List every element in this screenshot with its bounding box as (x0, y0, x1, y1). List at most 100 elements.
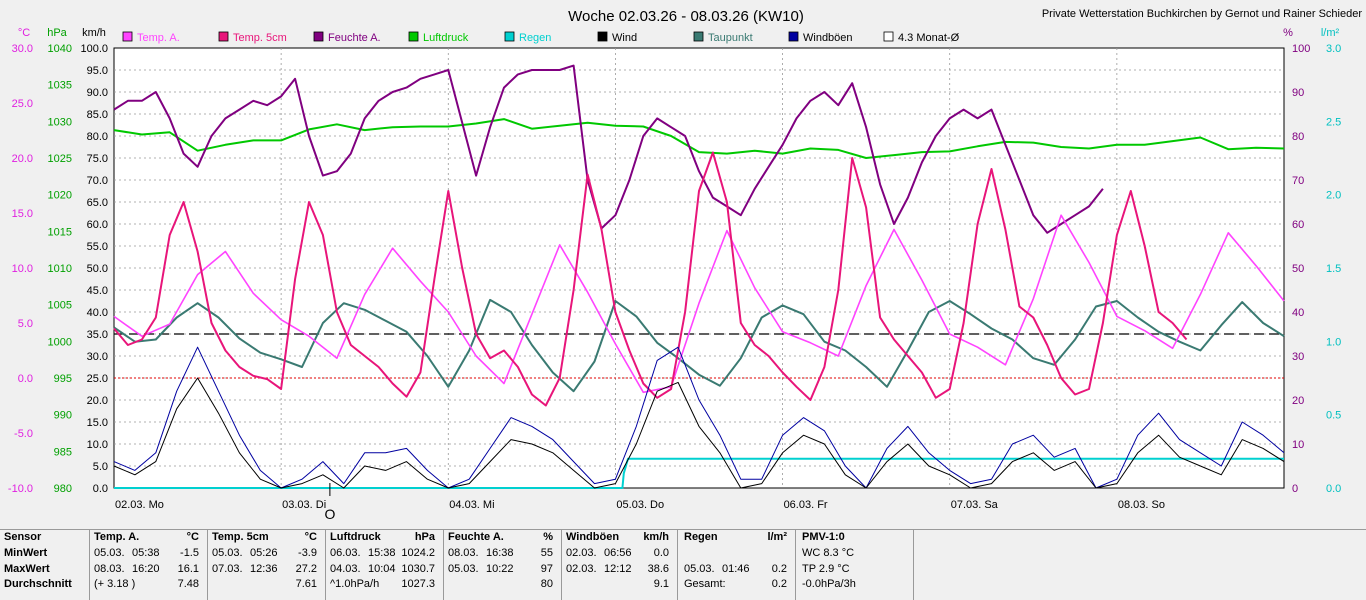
max-time: 01:46 (722, 562, 750, 575)
min-value: -1.5 (180, 547, 199, 559)
avg-value: 9.1 (653, 578, 669, 590)
tick-label-wind: 30.0 (87, 351, 108, 363)
axis-unit-pressure: hPa (47, 27, 67, 39)
tick-label-wind: 100.0 (80, 43, 108, 55)
x-tick-label: 06.03. Fr (784, 499, 828, 511)
axis-unit-humidity: % (1283, 27, 1293, 39)
avg-note: (+ 3.18 ) (94, 578, 136, 590)
tick-label-wind: 40.0 (87, 307, 108, 319)
min-date: 02.03. (566, 547, 597, 559)
legend-swatch (218, 31, 229, 42)
row-label-avg: Durchschnitt (4, 578, 72, 590)
series-line-windboeen (113, 346, 1285, 489)
tick-label-temp: -5.0 (14, 428, 33, 440)
tick-label-rain: 0.5 (1326, 410, 1341, 422)
min-value: -3.9 (298, 547, 317, 559)
tick-label-humidity: 90 (1292, 87, 1304, 99)
tick-label-wind: 80.0 (87, 131, 108, 143)
max-date: 07.03. (212, 562, 243, 575)
legend-label: Feuchte A. (328, 32, 381, 44)
tick-label-temp: 30.0 (12, 43, 33, 55)
table-group-windboeen: Windböen km/h 02.03. 06:56 0.0 02.03. 12:12 3… (562, 530, 678, 600)
tick-label-humidity: 60 (1292, 219, 1304, 231)
table-divider (0, 529, 1366, 530)
max-value: 16.1 (177, 562, 199, 575)
legend-label: Luftdruck (423, 32, 469, 44)
table-group-luftdruck: Luftdruck hPa 06.03. 15:38 1024.2 04.03. 10:… (326, 530, 444, 600)
avg-value: 80 (540, 578, 553, 590)
axis-unit-wind: km/h (82, 27, 106, 39)
group-title: Temp. 5cm (212, 531, 269, 543)
series-line-regen (114, 457, 1284, 489)
min-date: 05.03. (94, 547, 125, 559)
max-time: 12:36 (250, 562, 278, 575)
legend-swatch (597, 31, 608, 42)
max-value: 27.2 (295, 562, 317, 575)
tick-label-wind: 50.0 (87, 263, 108, 275)
group-title: Feuchte A. (448, 531, 504, 543)
series-line-feuchte (113, 64, 1104, 234)
group-unit: % (543, 531, 553, 543)
tick-label-temp: 20.0 (12, 153, 33, 165)
legend-label: Taupunkt (708, 32, 753, 44)
pmv-trend: -0.0hPa/3h (802, 578, 856, 590)
group-title: Regen (684, 531, 718, 543)
tick-label-wind: 65.0 (87, 197, 108, 209)
avg-value: 1027.3 (401, 578, 435, 590)
tick-label-temp: 10.0 (12, 263, 33, 275)
tick-label-wind: 25.0 (87, 373, 108, 385)
min-date: 08.03. (448, 547, 479, 559)
tick-label-pressure: 1005 (48, 300, 72, 312)
tick-label-pressure: 1010 (48, 263, 72, 275)
min-value: 1024.2 (401, 547, 435, 559)
series-line-temp_a (113, 214, 1285, 394)
tick-label-wind: 90.0 (87, 87, 108, 99)
tick-label-humidity: 80 (1292, 131, 1304, 143)
tick-label-humidity: 100 (1292, 43, 1310, 55)
legend-label: Wind (612, 32, 637, 44)
tick-label-pressure: 1020 (48, 190, 72, 202)
min-date: 05.03. (212, 547, 243, 559)
tick-label-rain: 3.0 (1326, 43, 1341, 55)
tick-label-wind: 95.0 (87, 65, 108, 77)
max-value: 1030.7 (401, 562, 435, 575)
tick-label-humidity: 30 (1292, 351, 1304, 363)
max-value: 38.6 (647, 562, 669, 575)
series-line-temp_5cm (113, 151, 1188, 407)
marker-label: O (324, 506, 335, 522)
group-unit: hPa (414, 531, 435, 543)
axis-unit-temp: °C (18, 27, 30, 39)
chart-credit: Private Wetterstation Buchkirchen by Ger… (1042, 8, 1363, 20)
x-tick-label: 05.03. Do (616, 499, 664, 511)
min-time: 15:38 (368, 547, 396, 559)
tick-label-wind: 35.0 (87, 329, 108, 341)
axis-unit-rain: l/m² (1321, 27, 1340, 39)
max-date: 05.03. (448, 562, 479, 575)
tick-label-wind: 45.0 (87, 285, 108, 297)
legend-label: Temp. A. (137, 32, 180, 44)
tick-label-temp: 15.0 (12, 208, 33, 220)
table-group-feuchte: Feuchte A.% 08.03. 16:38 55 05.03. 10:22 97 … (444, 530, 562, 600)
tick-label-humidity: 20 (1292, 395, 1304, 407)
avg-value: 7.48 (177, 578, 199, 590)
tick-label-pressure: 995 (54, 373, 72, 385)
tick-label-temp: 0.0 (18, 373, 33, 385)
tick-label-temp: 25.0 (12, 98, 33, 110)
tick-label-humidity: 40 (1292, 307, 1304, 319)
tick-label-rain: 2.5 (1326, 116, 1341, 128)
group-unit: °C (186, 531, 199, 543)
min-time: 05:26 (250, 547, 278, 559)
avg-note: Gesamt: (684, 578, 726, 590)
min-time: 05:38 (132, 547, 160, 559)
tick-label-temp: 5.0 (18, 318, 33, 330)
pmv-wc: WC 8.3 °C (802, 547, 855, 559)
legend-label: 4.3 Monat-Ø (898, 32, 960, 44)
chart-title: Woche 02.03.26 - 08.03.26 (KW10) (568, 8, 804, 25)
max-time: 10:22 (486, 562, 514, 575)
tick-label-wind: 75.0 (87, 153, 108, 165)
x-tick-label: 02.03. Mo (115, 499, 164, 511)
min-time: 16:38 (486, 547, 514, 559)
weather-chart: Woche 02.03.26 - 08.03.26 (KW10) Private … (8, 8, 1363, 522)
table-group-temp-a: Temp. A. °C 05.03. 05:38 -1.5 08.03. 16:20 16… (90, 530, 208, 600)
table-group-pmv: PMV-1:0 WC 8.3 °C TP 2.9 °C -0.0hPa/3h (796, 530, 914, 600)
